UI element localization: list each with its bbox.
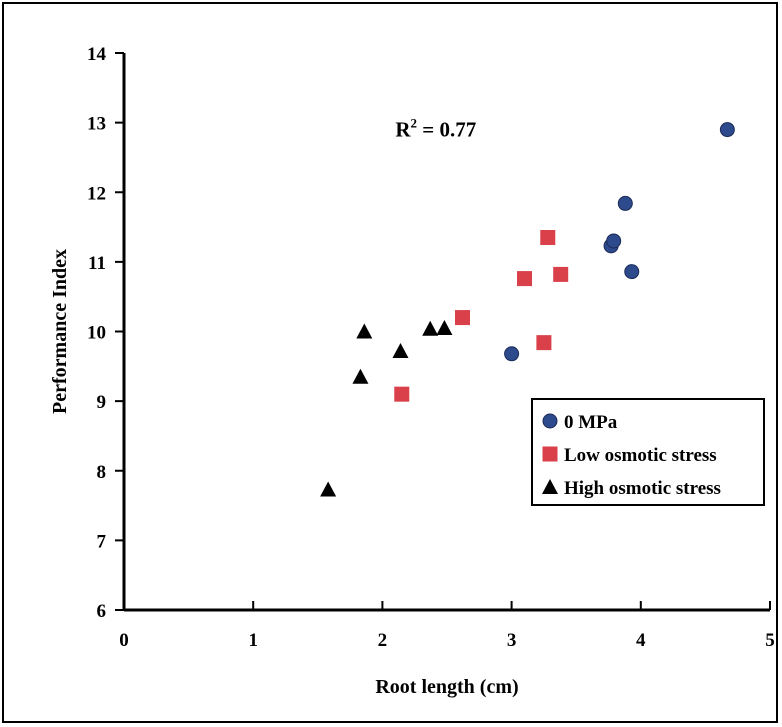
data-point-square [455, 310, 471, 326]
annotation-value: = 0.77 [417, 118, 476, 142]
y-tick-label: 7 [97, 531, 107, 552]
legend-label: 0 MPa [564, 412, 618, 433]
data-point-square [540, 230, 556, 246]
data-point-circle [617, 195, 633, 211]
y-tick-label: 13 [87, 114, 106, 135]
data-point-square [536, 335, 552, 351]
annotation-base: R [395, 118, 411, 142]
y-tick-label: 11 [88, 253, 106, 274]
r-squared-annotation: R2 = 0.77 [395, 116, 476, 142]
x-tick-label: 1 [248, 630, 258, 651]
x-tick-label: 5 [765, 630, 775, 651]
x-tick-label: 3 [507, 630, 517, 651]
data-point-triangle [352, 368, 369, 384]
data-point-triangle [436, 320, 453, 336]
legend: 0 MPa Low osmotic stress High osmotic stre… [531, 398, 765, 506]
legend-label: High osmotic stress [564, 478, 721, 499]
legend-marker-triangle [542, 479, 558, 494]
legend-marker-circle [542, 413, 558, 429]
data-point-square [517, 271, 533, 287]
annotation-superscript: 2 [410, 116, 417, 131]
data-point-circle [719, 122, 735, 138]
data-point-square [394, 386, 410, 402]
x-tick-label: 0 [119, 630, 129, 651]
y-tick-label: 9 [97, 392, 107, 413]
data-point-circle [504, 346, 520, 362]
x-axis-title: Root length (cm) [375, 676, 518, 698]
y-tick-label: 8 [97, 462, 107, 483]
data-point-circle [624, 264, 640, 280]
data-point-triangle [392, 342, 409, 358]
x-tick-label: 4 [636, 630, 646, 651]
legend-marker-square [542, 446, 558, 462]
data-point-triangle [422, 320, 439, 336]
x-tick-label: 2 [378, 630, 388, 651]
legend-label: Low osmotic stress [564, 445, 717, 466]
y-tick-label: 6 [97, 601, 107, 622]
data-points [320, 122, 735, 497]
data-point-triangle [356, 323, 373, 339]
y-tick-label: 14 [87, 44, 107, 65]
y-tick-label: 10 [87, 323, 106, 344]
y-axis-title: Performance Index [49, 249, 71, 414]
data-point-triangle [320, 481, 337, 497]
data-point-circle [606, 233, 622, 249]
data-point-square [553, 266, 569, 282]
legend-box [531, 398, 765, 506]
y-tick-label: 12 [87, 183, 106, 204]
